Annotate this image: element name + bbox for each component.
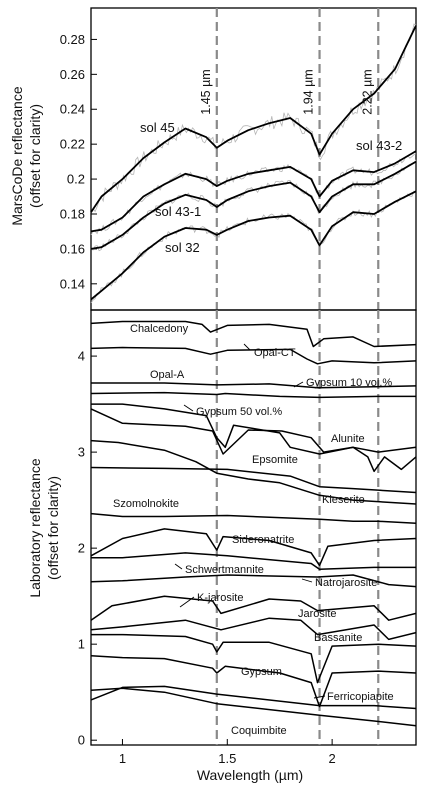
y-tick-label-0-18: 0.18 (60, 206, 85, 221)
series-label-sol-43-1: sol 43-1 (155, 204, 201, 219)
series-line-sideronatrite (90, 528, 417, 567)
series-line-opal-a (91, 382, 417, 389)
x-ticks (121, 739, 333, 745)
series-line-coquimbite (90, 687, 417, 727)
mars-series-lines (90, 25, 417, 301)
label-bassanite: Bassanite (314, 632, 362, 644)
series-line-ferricopiapite (90, 685, 417, 710)
leader-gypsum-10 (293, 381, 304, 388)
mars-y-axis-title-line2: (offset for clarity) (27, 104, 43, 208)
series-line-k-jarosite (90, 595, 417, 621)
y-tick-label-3: 3 (78, 445, 85, 460)
x-tick-labels: 1 1.5 2 (119, 751, 336, 766)
series-line-gypsum-10-vol (90, 391, 416, 399)
band-label-1-45: 1.45 µm (199, 69, 213, 114)
series-line-gypsum (90, 654, 417, 708)
label-coquimbite: Coquimbite (231, 725, 287, 737)
mars-y-tick-labels: 0.14 0.16 0.18 0.2 0.22 0.24 0.26 0.28 (60, 32, 85, 291)
y-tick-label-4: 4 (78, 349, 85, 364)
y-tick-label-0: 0 (78, 733, 85, 748)
series-line-sol-32 (90, 190, 417, 301)
mars-y-ticks (91, 38, 97, 285)
label-epsomite: Epsomite (252, 454, 298, 466)
series-line-sol-43-1 (90, 160, 417, 250)
series-line-epsomite (90, 439, 417, 505)
mars-reference-lines (215, 8, 380, 310)
y-tick-label-0-2: 0.2 (67, 172, 85, 187)
label-gypsum-10: Gypsum 10 vol.% (306, 377, 392, 389)
label-schwertmannite: Schwertmannite (185, 564, 264, 576)
series-label-sol-32: sol 32 (165, 240, 200, 255)
leader-gypsum-50 (183, 404, 194, 412)
series-line-alunite (90, 408, 417, 473)
leader-opal-ct (243, 343, 251, 351)
label-szomolnokite: Szomolnokite (113, 498, 179, 510)
label-alunite: Alunite (331, 433, 365, 445)
leader-ferricopiapite (313, 695, 326, 699)
mars-raw-spectra (90, 23, 417, 303)
y-tick-label-2: 2 (78, 541, 85, 556)
series-line-sol-43-2 (90, 150, 417, 233)
series-line-schwertmannite (91, 552, 416, 571)
y-tick-label-0-14: 0.14 (60, 276, 85, 291)
label-leader-lines (174, 343, 326, 699)
mars-y-axis-title-line1: MarsCoDe reflectance (9, 86, 25, 225)
y-tick-label-1: 1 (78, 637, 85, 652)
label-opal-a: Opal-A (150, 369, 185, 381)
x-tick-label-1-5: 1.5 (218, 751, 236, 766)
leader-schwertmannite (174, 563, 183, 570)
lab-plot-frame (90, 309, 417, 746)
series-line-opal-ct (90, 346, 417, 365)
y-tick-label-0-16: 0.16 (60, 241, 85, 256)
band-labels: 1.45 µm 1.94 µm 2.22 µm (199, 69, 374, 114)
series-label-sol-43-2: sol 43-2 (356, 138, 402, 153)
label-ferricopiapite: Ferricopiapite (327, 691, 394, 703)
lab-y-axis-title-line2: (offset for clarity) (45, 476, 61, 580)
series-line-natrojarosite (90, 574, 417, 588)
lab-y-ticks (91, 355, 97, 741)
series-line-bassanite (91, 633, 417, 684)
x-tick-label-1: 1 (119, 751, 126, 766)
label-jarosite: Jarosite (298, 608, 337, 620)
series-line-szomolnokite (90, 512, 417, 524)
band-label-1-94: 1.94 µm (302, 69, 316, 114)
label-natrojarosite: Natrojarosite (315, 577, 377, 589)
y-tick-label-0-22: 0.22 (60, 137, 85, 152)
lab-y-tick-labels: 0 1 2 3 4 (78, 349, 85, 748)
leader-natrojarosite (301, 578, 313, 583)
lab-y-axis-title-line1: Laboratory reflectance (27, 458, 43, 598)
band-label-2-22: 2.22 µm (360, 69, 374, 114)
raw-spectrum-sol-32 (90, 190, 417, 303)
series-line-jarosite (90, 617, 417, 641)
label-gypsum: Gypsum (241, 666, 282, 678)
series-line-sol-45 (90, 25, 417, 213)
lab-series-lines (90, 320, 417, 727)
series-line-kieserite (90, 466, 417, 494)
label-opal-ct: Opal-CT (254, 347, 296, 359)
x-axis-title: Wavelength (µm) (197, 767, 303, 783)
label-gypsum-50: Gypsum 50 vol.% (196, 406, 282, 418)
label-chalcedony: Chalcedony (130, 323, 189, 335)
label-kieserite: Kieserite (322, 494, 365, 506)
series-label-sol-45: sol 45 (140, 120, 175, 135)
leader-k-jarosite (179, 596, 195, 608)
y-tick-label-0-24: 0.24 (60, 102, 85, 117)
mars-plot-frame (90, 7, 417, 311)
label-k-jarosite: K-jarosite (197, 592, 243, 604)
x-tick-label-2: 2 (329, 751, 336, 766)
series-line-chalcedony (90, 320, 417, 348)
y-tick-label-0-26: 0.26 (60, 67, 85, 82)
label-sideronatrite: Sideronatrite (232, 534, 294, 546)
lab-reference-lines (215, 310, 380, 745)
y-tick-label-0-28: 0.28 (60, 32, 85, 47)
mars-panel: 0.140.160.180.20.220.240.260.28 1.45 µm 1… (9, 7, 417, 311)
